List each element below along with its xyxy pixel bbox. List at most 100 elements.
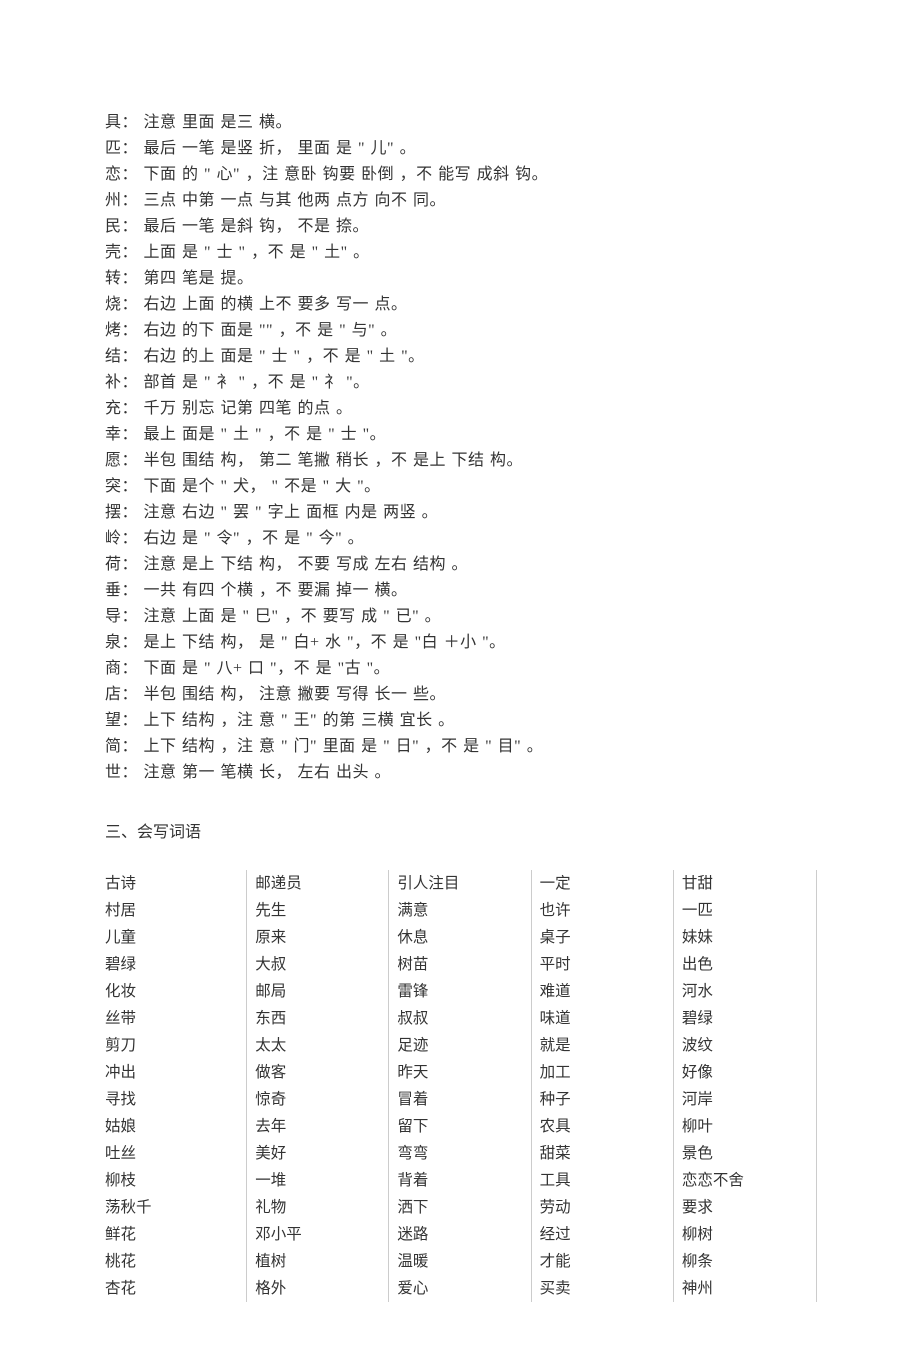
word-cell: 邮局: [247, 978, 388, 1005]
word-cell: 鲜花: [105, 1221, 246, 1248]
word-cell: 东西: [247, 1005, 388, 1032]
word-cell: 温暖: [389, 1248, 530, 1275]
word-cell: 妹妹: [674, 924, 815, 951]
word-cell: 恋恋不舍: [674, 1167, 815, 1194]
word-cell: 一定: [532, 870, 673, 897]
word-cell: 留下: [389, 1113, 530, 1140]
note-line: 州： 三点 中第 一点 与其 他两 点方 向不 同。: [105, 188, 815, 214]
note-line: 烧： 右边 上面 的横 上不 要多 写一 点。: [105, 292, 815, 318]
word-cell: 要求: [674, 1194, 815, 1221]
word-cell: 背着: [389, 1167, 530, 1194]
word-cell: 古诗: [105, 870, 246, 897]
note-line: 充： 千万 别忘 记第 四笔 的点 。: [105, 396, 815, 422]
word-cell: 姑娘: [105, 1113, 246, 1140]
word-cell: 丝带: [105, 1005, 246, 1032]
word-cell: 杏花: [105, 1275, 246, 1302]
word-cell: 波纹: [674, 1032, 815, 1059]
word-cell: 河岸: [674, 1086, 815, 1113]
word-cell: 做客: [247, 1059, 388, 1086]
word-cell: 柳条: [674, 1248, 815, 1275]
word-cell: 邮递员: [247, 870, 388, 897]
note-line: 泉： 是上 下结 构， 是 " 白+ 水 "，不 是 "白 ＋小 "。: [105, 630, 815, 656]
note-line: 恋： 下面 的 " 心" ，注 意卧 钩要 卧倒 ，不 能写 成斜 钩。: [105, 162, 815, 188]
word-cell: 美好: [247, 1140, 388, 1167]
word-cell: 柳枝: [105, 1167, 246, 1194]
note-line: 民： 最后 一笔 是斜 钩， 不是 捺。: [105, 214, 815, 240]
word-cell: 经过: [532, 1221, 673, 1248]
word-cell: 休息: [389, 924, 530, 951]
note-line: 商： 下面 是 " 八+ 口 "，不 是 "古 "。: [105, 656, 815, 682]
word-cell: 足迹: [389, 1032, 530, 1059]
word-cell: 碧绿: [105, 951, 246, 978]
note-line: 愿： 半包 围结 构， 第二 笔撇 稍长 ，不 是上 下结 构。: [105, 448, 815, 474]
word-cell: 种子: [532, 1086, 673, 1113]
word-cell: 树苗: [389, 951, 530, 978]
word-cell: 柳树: [674, 1221, 815, 1248]
word-cell: 也许: [532, 897, 673, 924]
word-cell: 格外: [247, 1275, 388, 1302]
note-line: 店： 半包 围结 构， 注意 撇要 写得 长一 些。: [105, 682, 815, 708]
word-cell: 买卖: [532, 1275, 673, 1302]
note-line: 壳： 上面 是 " 士 " ，不 是 " 土" 。: [105, 240, 815, 266]
word-table: 古诗村居儿童碧绿化妆丝带剪刀冲出寻找姑娘吐丝柳枝荡秋千鲜花桃花杏花邮递员先生原来…: [105, 870, 815, 1302]
note-line: 望： 上下 结构 ，注 意 " 王" 的第 三横 宜长 。: [105, 708, 815, 734]
word-cell: 洒下: [389, 1194, 530, 1221]
word-cell: 化妆: [105, 978, 246, 1005]
table-right-border: [816, 870, 817, 1302]
word-cell: 一匹: [674, 897, 815, 924]
word-cell: 好像: [674, 1059, 815, 1086]
word-cell: 工具: [532, 1167, 673, 1194]
word-cell: 味道: [532, 1005, 673, 1032]
word-column: 甘甜一匹妹妹出色河水碧绿波纹好像河岸柳叶景色恋恋不舍要求柳树柳条神州: [673, 870, 815, 1302]
word-cell: 剪刀: [105, 1032, 246, 1059]
word-cell: 寻找: [105, 1086, 246, 1113]
note-line: 突： 下面 是个 " 犬， " 不是 " 大 "。: [105, 474, 815, 500]
note-line: 具： 注意 里面 是三 横。: [105, 110, 815, 136]
word-cell: 荡秋千: [105, 1194, 246, 1221]
note-line: 烤： 右边 的下 面是 "" ，不 是 " 与" 。: [105, 318, 815, 344]
word-cell: 难道: [532, 978, 673, 1005]
word-cell: 冲出: [105, 1059, 246, 1086]
word-cell: 去年: [247, 1113, 388, 1140]
word-cell: 河水: [674, 978, 815, 1005]
note-line: 世： 注意 第一 笔横 长， 左右 出头 。: [105, 760, 815, 786]
note-line: 简： 上下 结构 ，注 意 " 门" 里面 是 " 日" ，不 是 " 目" 。: [105, 734, 815, 760]
note-line: 垂： 一共 有四 个横 ，不 要漏 掉一 横。: [105, 578, 815, 604]
word-cell: 大叔: [247, 951, 388, 978]
note-line: 补： 部首 是 " 衤 " ，不 是 " 礻 "。: [105, 370, 815, 396]
word-cell: 景色: [674, 1140, 815, 1167]
note-line: 导： 注意 上面 是 " 巳" ，不 要写 成 " 已" 。: [105, 604, 815, 630]
word-cell: 劳动: [532, 1194, 673, 1221]
word-cell: 邓小平: [247, 1221, 388, 1248]
word-cell: 农具: [532, 1113, 673, 1140]
word-cell: 满意: [389, 897, 530, 924]
word-cell: 才能: [532, 1248, 673, 1275]
word-cell: 出色: [674, 951, 815, 978]
word-column: 古诗村居儿童碧绿化妆丝带剪刀冲出寻找姑娘吐丝柳枝荡秋千鲜花桃花杏花: [105, 870, 246, 1302]
note-line: 转： 第四 笔是 提。: [105, 266, 815, 292]
word-cell: 弯弯: [389, 1140, 530, 1167]
note-line: 结： 右边 的上 面是 " 士 " ，不 是 " 土 "。: [105, 344, 815, 370]
word-cell: 太太: [247, 1032, 388, 1059]
word-cell: 桃花: [105, 1248, 246, 1275]
word-cell: 村居: [105, 897, 246, 924]
section-title: 三、会写词语: [105, 818, 815, 842]
word-cell: 迷路: [389, 1221, 530, 1248]
word-cell: 甜菜: [532, 1140, 673, 1167]
note-line: 荷： 注意 是上 下结 构， 不要 写成 左右 结构 。: [105, 552, 815, 578]
word-cell: 引人注目: [389, 870, 530, 897]
word-cell: 一堆: [247, 1167, 388, 1194]
word-cell: 甘甜: [674, 870, 815, 897]
word-column: 邮递员先生原来大叔邮局东西太太做客惊奇去年美好一堆礼物邓小平植树格外: [246, 870, 388, 1302]
word-cell: 柳叶: [674, 1113, 815, 1140]
word-cell: 平时: [532, 951, 673, 978]
note-line: 匹： 最后 一笔 是竖 折， 里面 是 " 儿" 。: [105, 136, 815, 162]
word-cell: 植树: [247, 1248, 388, 1275]
word-cell: 爱心: [389, 1275, 530, 1302]
word-cell: 神州: [674, 1275, 815, 1302]
note-line: 摆： 注意 右边 " 罢 " 字上 面框 内是 两竖 。: [105, 500, 815, 526]
word-cell: 礼物: [247, 1194, 388, 1221]
word-column: 引人注目满意休息树苗雷锋叔叔足迹昨天冒着留下弯弯背着洒下迷路温暖爱心: [388, 870, 530, 1302]
word-column: 一定也许桌子平时难道味道就是加工种子农具甜菜工具劳动经过才能买卖: [531, 870, 673, 1302]
writing-notes-section: 具： 注意 里面 是三 横。匹： 最后 一笔 是竖 折， 里面 是 " 儿" 。…: [105, 110, 815, 786]
